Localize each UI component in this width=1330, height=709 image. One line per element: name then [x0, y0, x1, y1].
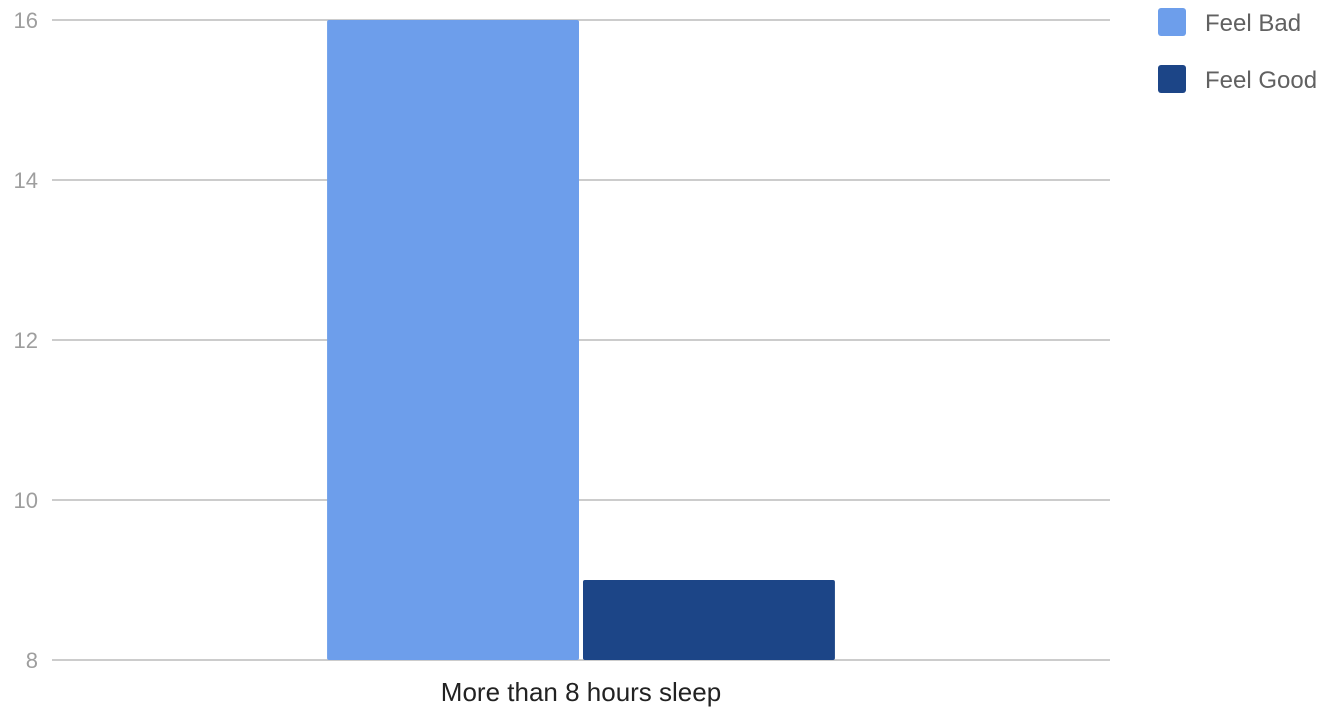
legend-item-feel-bad: Feel Bad: [1158, 8, 1301, 37]
y-tick-label: 14: [14, 168, 38, 193]
legend-label: Feel Good: [1205, 67, 1317, 94]
legend-swatch-feel-good: [1158, 65, 1186, 93]
x-axis-labels: More than 8 hours sleep: [441, 677, 721, 707]
y-axis-ticks: 8 10 12 14 16: [14, 8, 38, 673]
legend: Feel Bad Feel Good: [1158, 8, 1317, 94]
bars: [327, 20, 835, 660]
bar-feel-bad: [327, 20, 579, 660]
legend-swatch-feel-bad: [1158, 8, 1186, 36]
legend-label: Feel Bad: [1205, 10, 1301, 37]
y-tick-label: 16: [14, 8, 38, 33]
x-category-label: More than 8 hours sleep: [441, 677, 721, 707]
y-tick-label: 8: [26, 648, 38, 673]
bar-feel-good: [583, 580, 835, 660]
y-tick-label: 12: [14, 328, 38, 353]
legend-item-feel-good: Feel Good: [1158, 65, 1317, 94]
gridlines: [52, 19, 1110, 661]
y-tick-label: 10: [14, 488, 38, 513]
